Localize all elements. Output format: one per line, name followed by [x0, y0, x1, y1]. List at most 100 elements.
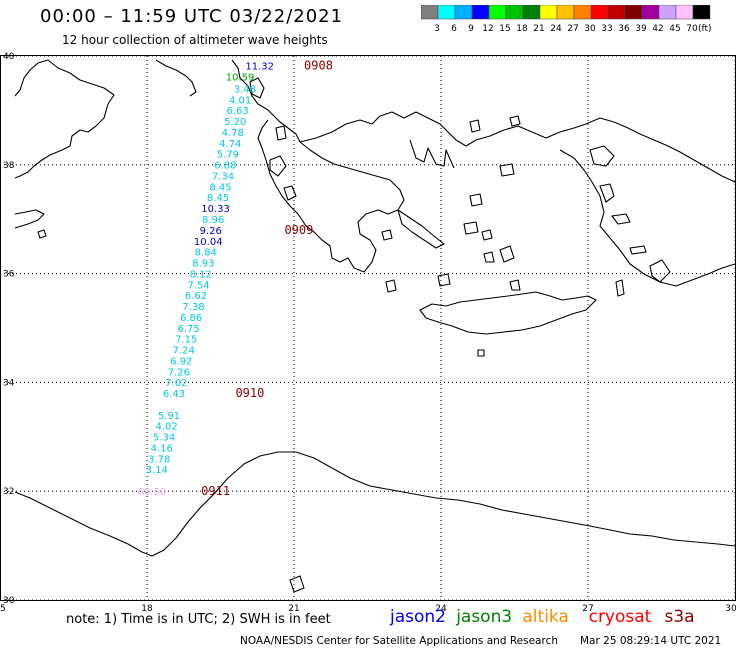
wave-height-label: 7.38 — [182, 302, 204, 313]
map-title: 00:00 – 11:59 UTC 03/22/2021 — [40, 6, 344, 27]
island-naxos — [499, 245, 515, 263]
colorbar-swatch — [692, 5, 711, 20]
wave-height-label: 9.26 — [200, 226, 222, 237]
lat-tick-label: 34 — [3, 378, 15, 388]
wave-height-label: 6.63 — [227, 106, 249, 117]
pass-time-label: 0908 — [304, 59, 333, 73]
wave-height-label: 5.34 — [153, 433, 175, 444]
wave-height-label: 11.32 — [245, 62, 274, 73]
colorbar-label: 27 — [567, 24, 578, 34]
wave-height-label: 4.74 — [219, 139, 241, 150]
lon-tick-label: 30 — [725, 604, 737, 612]
wave-height-label: 3.78 — [148, 454, 170, 465]
lat-tick-label: 32 — [3, 487, 14, 497]
island-skyros — [469, 193, 483, 207]
colorbar-label: 9 — [468, 24, 474, 34]
island-tinos — [481, 229, 493, 241]
wave-height-label: 4.78 — [222, 128, 244, 139]
legend-item-s3a: s3a — [664, 607, 695, 627]
island-karpathos — [615, 279, 625, 297]
pass-time-label: 0911 — [201, 484, 230, 498]
island-samos — [611, 213, 631, 225]
coastline-chalkidiki — [409, 139, 455, 169]
wave-height-label: 7.34 — [212, 171, 234, 182]
colorbar-label: 30 — [584, 24, 596, 34]
coastlines — [14, 59, 736, 593]
legend-item-jason3: jason3 — [456, 607, 513, 627]
altimeter-map: 151821242730403836343230 11.3210.593.484… — [0, 52, 737, 612]
lon-tick-label: 21 — [288, 604, 299, 612]
coastline-evia — [397, 209, 445, 249]
lon-tick-label: 18 — [141, 604, 153, 612]
wave-height-label: 8.45 — [207, 193, 229, 204]
coastline-italy — [14, 59, 115, 179]
wave-height-label: 8.12 — [190, 269, 212, 280]
wave-height-label: 8.84 — [195, 248, 217, 259]
wave-height-label: 6.43 — [163, 389, 185, 400]
wave-height-label: 8.93 — [192, 259, 214, 270]
island-kefalonia — [269, 155, 287, 177]
credit-footer: NOAA/NESDIS Center for Satellite Applica… — [240, 635, 558, 647]
colorbar-label: 21 — [533, 24, 544, 34]
island-corfu — [249, 77, 265, 99]
island-lesbos — [589, 145, 615, 167]
colorbar-label: 70 — [686, 24, 698, 34]
wave-height-label: 6.75 — [178, 324, 200, 335]
colorbar-label: 42 — [652, 24, 663, 34]
coastline-apulia — [155, 59, 197, 97]
wave-height-label: 6.62 — [185, 291, 207, 302]
wave-height-label: 5.91 — [158, 411, 180, 422]
coastline-sicily — [14, 209, 45, 229]
coastline-turkey — [559, 149, 736, 287]
island-santorini — [509, 279, 521, 291]
wave-height-label: 7.54 — [187, 280, 209, 291]
coastline-greece — [257, 115, 405, 273]
wave-height-label: 60.50 — [138, 487, 167, 498]
island-milos — [437, 273, 451, 287]
colorbar-label: 33 — [601, 24, 612, 34]
colorbar-label: 12 — [482, 24, 493, 34]
coastline-libya — [14, 451, 736, 557]
timestamp-footer: Mar 25 08:29:14 UTC 2021 — [580, 635, 722, 647]
wave-height-label: 6.86 — [180, 313, 202, 324]
colorbar-label: 39 — [635, 24, 647, 34]
map-frame — [0, 55, 736, 601]
colorbar-label: 45 — [669, 24, 680, 34]
island-lemnos — [499, 163, 515, 177]
lat-lon-grid — [0, 55, 736, 601]
island-kos — [629, 245, 647, 255]
wave-height-label: 4.16 — [151, 443, 173, 454]
wave-height-colorbar: 3 6 9 12 15 18 21 24 27 30 33 36 39 42 45 70 (ft) — [421, 5, 712, 34]
legend-item-jason2: jason2 — [390, 607, 446, 627]
satellite-track: 11.3210.593.484.016.635.204.784.745.796.… — [138, 62, 274, 498]
pass-time-labels: 0908 0909 0910 0911 — [201, 59, 333, 498]
wave-height-label: 6.92 — [170, 356, 192, 367]
island-rhodes — [649, 259, 671, 283]
map-note: note: 1) Time is in UTC; 2) SWH is in fe… — [66, 612, 331, 627]
wave-height-label: 5.20 — [224, 117, 246, 128]
colorbar-unit: (ft) — [698, 24, 712, 34]
island-andros — [463, 221, 479, 235]
lon-tick-label: 15 — [0, 604, 6, 612]
wave-height-label: 10.33 — [201, 204, 230, 215]
wave-height-label: 5.79 — [217, 150, 239, 161]
wave-height-label: 7.02 — [165, 378, 187, 389]
coastline-thrace — [299, 111, 736, 183]
colorbar-label: 18 — [516, 24, 528, 34]
lat-tick-label: 36 — [3, 270, 15, 280]
wave-height-label: 4.01 — [229, 95, 251, 106]
island-gavdos — [477, 349, 485, 357]
colorbar-label: 3 — [434, 24, 440, 34]
lon-tick-label: 27 — [582, 604, 593, 612]
wave-height-label: 8.45 — [209, 182, 231, 193]
colorbar-label: 24 — [550, 24, 562, 34]
legend-item-cryosat: cryosat — [588, 607, 652, 627]
legend-item-altika: altika — [522, 607, 569, 627]
island-cyrenaica-rock — [289, 575, 305, 593]
pass-time-label: 0909 — [284, 223, 313, 237]
wave-height-label: 3.48 — [234, 84, 256, 95]
colorbar-label: 15 — [499, 24, 510, 34]
island-zakynthos — [283, 185, 297, 201]
lat-tick-label: 40 — [3, 52, 15, 62]
wave-height-label: 7.26 — [168, 367, 190, 378]
